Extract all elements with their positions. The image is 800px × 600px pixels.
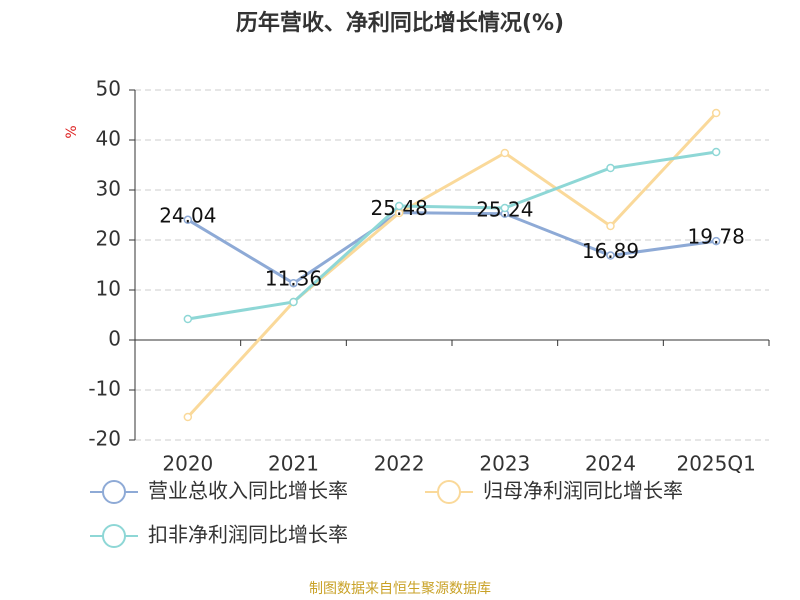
data-label: 24.04 (159, 203, 216, 227)
point (711, 108, 721, 118)
point (289, 297, 298, 307)
x-tick-label: 2022 (374, 452, 425, 476)
data-label: 25.24 (476, 197, 533, 221)
point (711, 147, 721, 157)
series-line (187, 150, 717, 321)
y-tick-label: 10 (96, 277, 121, 301)
legend-label: 营业总收入同比增长率 (148, 479, 348, 503)
point (500, 203, 510, 213)
chart-title: 历年营收、净利同比增长情况(%) (236, 10, 564, 36)
x-tick-label: 2025Q1 (676, 452, 755, 476)
point (500, 148, 510, 158)
point (183, 215, 193, 225)
series-line (186, 111, 718, 419)
legend-marker (437, 480, 461, 504)
y-tick-label: 30 (96, 177, 121, 201)
point (606, 163, 615, 173)
y-tick-label: -20 (88, 427, 121, 451)
source-note: 制图数据来自恒生聚源数据库 (309, 581, 491, 597)
point (394, 201, 404, 211)
data-label: 19.78 (688, 225, 745, 249)
point (289, 278, 298, 288)
legend-marker (102, 524, 126, 548)
point (606, 251, 615, 260)
x-tick-label: 2020 (162, 452, 213, 476)
data-label: 16.89 (582, 239, 639, 263)
y-tick-label: 40 (96, 127, 121, 151)
legend-marker (102, 480, 126, 504)
legend-label: 归母净利润同比增长率 (483, 479, 683, 503)
x-tick-label: 2023 (479, 452, 530, 476)
data-label: 25.48 (371, 196, 428, 220)
y-axis-label: % (64, 125, 80, 138)
y-tick-label: -10 (88, 377, 121, 401)
point (711, 236, 721, 246)
point (183, 412, 193, 422)
series-line (187, 211, 717, 285)
point (183, 314, 193, 324)
point (606, 221, 615, 231)
y-tick-label: 50 (96, 77, 121, 101)
legend-label: 扣非净利润同比增长率 (148, 523, 348, 547)
y-tick-label: 0 (108, 327, 121, 351)
data-label: 11.36 (265, 267, 322, 291)
y-tick-label: 20 (96, 227, 121, 251)
x-tick-label: 2021 (268, 452, 319, 476)
x-tick-label: 2024 (585, 452, 636, 476)
